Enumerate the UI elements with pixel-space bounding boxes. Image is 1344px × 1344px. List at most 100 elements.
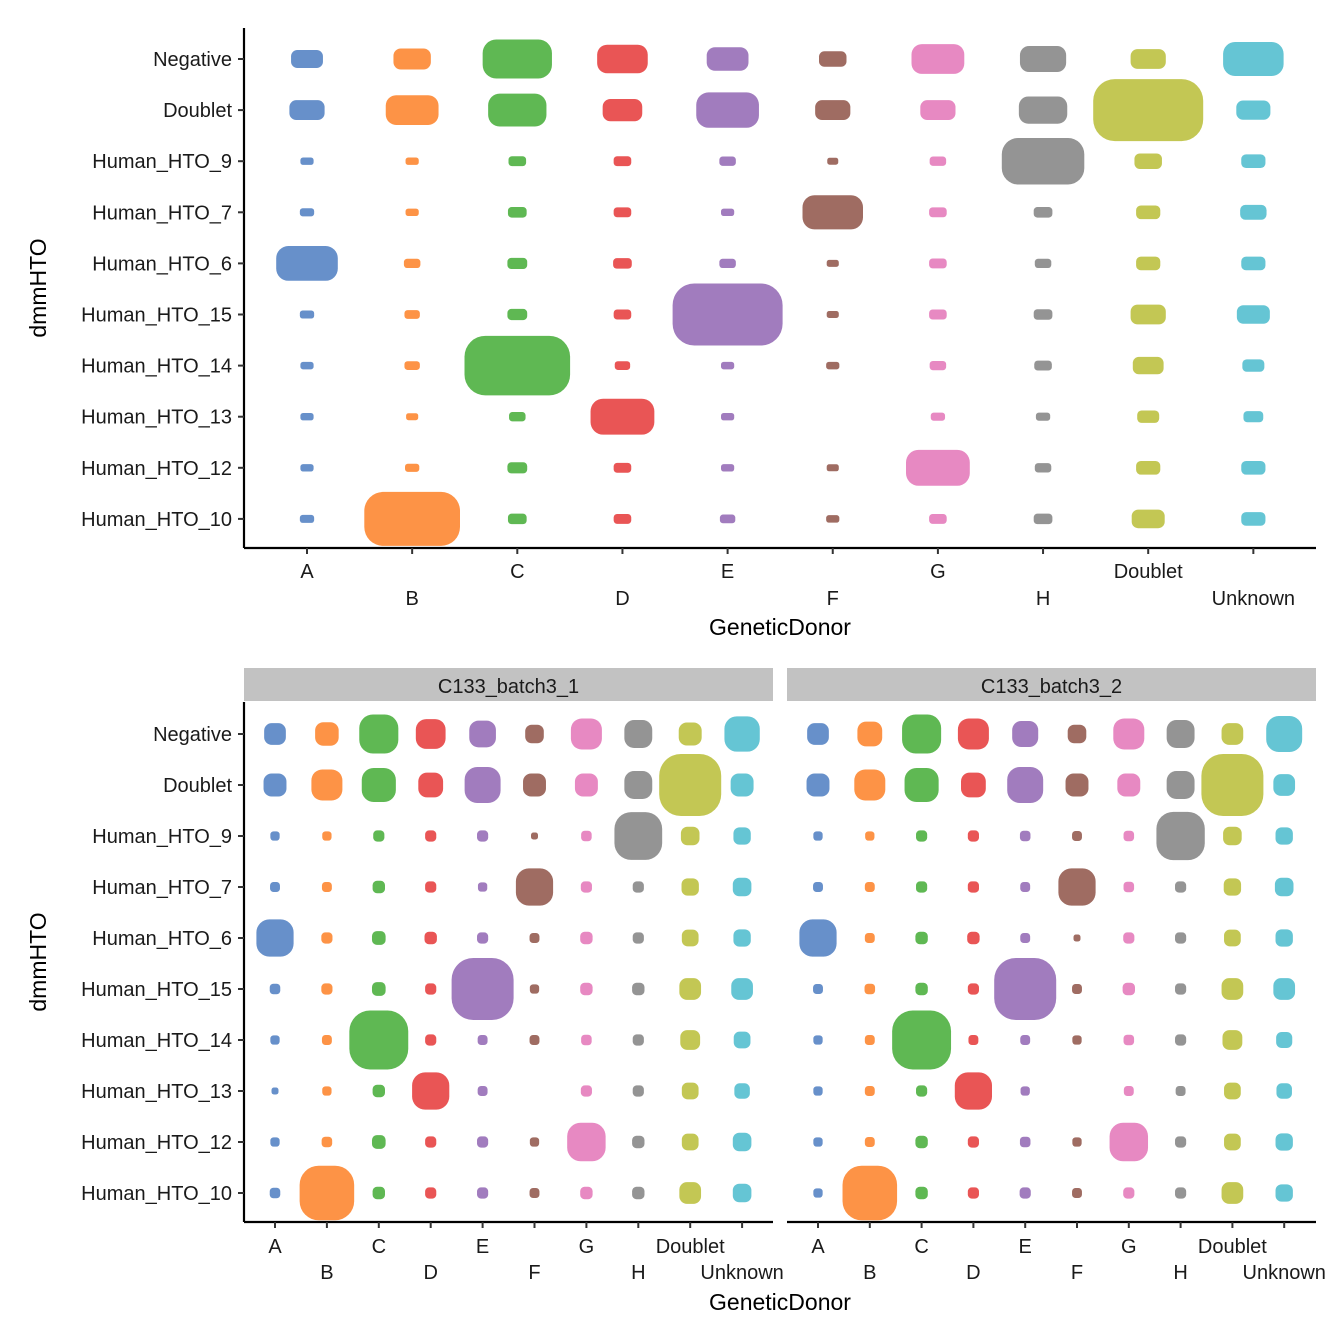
facet-strip-label: C133_batch3_2	[981, 676, 1122, 698]
point-cluster-Human_HTO_12-G	[1109, 1122, 1149, 1162]
point-cluster-Human_HTO_12-Doublet	[1224, 1133, 1241, 1151]
point-cluster-Human_HTO_14-Doublet	[1222, 1030, 1243, 1050]
point-cluster-Human_HTO_13-D	[954, 1072, 992, 1110]
x-tick-label: D	[615, 588, 629, 610]
point-cluster-Negative-D	[415, 719, 446, 749]
point-cluster-Human_HTO_6-Doublet	[1224, 929, 1241, 947]
x-tick-label: F	[528, 1262, 540, 1284]
point-cluster-Human_HTO_10-H	[632, 1186, 645, 1200]
y-tick-label: Human_HTO_13	[81, 407, 232, 429]
point-cluster-Human_HTO_9-D	[425, 830, 437, 842]
point-cluster-Human_HTO_6-C	[915, 931, 928, 945]
x-tick-label: H	[1173, 1262, 1187, 1284]
x-tick-label: Unknown	[1212, 588, 1295, 610]
point-cluster-Human_HTO_7-D	[613, 207, 632, 218]
point-cluster-Human_HTO_15-E	[994, 958, 1057, 1020]
point-cluster-Doublet-G	[574, 773, 598, 797]
point-cluster-Human_HTO_15-Unknown	[1236, 305, 1270, 324]
point-cluster-Doublet-C	[904, 767, 939, 803]
point-cluster-Human_HTO_14-B	[321, 1035, 332, 1045]
point-cluster-Human_HTO_13-G	[1123, 1086, 1134, 1096]
point-cluster-Human_HTO_13-Unknown	[1243, 411, 1264, 423]
point-cluster-Negative-B	[393, 48, 431, 70]
point-cluster-Human_HTO_10-A	[269, 1187, 281, 1199]
panel-3: C133_batch3_2 A B C D E F G H Doublet Unknown	[787, 668, 1326, 1284]
point-cluster-Negative-C	[482, 39, 552, 79]
point-cluster-Human_HTO_15-Doublet	[679, 978, 702, 1000]
point-cluster-Doublet-H	[1018, 96, 1068, 124]
point-cluster-Human_HTO_10-E	[719, 514, 736, 524]
point-cluster-Doublet-D	[602, 98, 643, 122]
point-cluster-Human_HTO_15-E	[672, 283, 783, 346]
y-tick-label: Human_HTO_7	[92, 877, 232, 899]
point-cluster-Human_HTO_12-G	[906, 449, 970, 486]
point-cluster-Human_HTO_9-Unknown	[1275, 827, 1293, 845]
point-cluster-Negative-Unknown	[1223, 41, 1284, 77]
point-cluster-Human_HTO_12-C	[507, 462, 528, 474]
point-cluster-Human_HTO_13-B	[864, 1086, 875, 1096]
point-cluster-Human_HTO_13-D	[590, 398, 655, 435]
point-cluster-Human_HTO_15-Doublet	[1221, 978, 1244, 1000]
x-tick-label: F	[827, 588, 839, 610]
point-cluster-Human_HTO_6-B	[321, 932, 333, 944]
point-cluster-Human_HTO_7-G	[1123, 881, 1135, 893]
point-cluster-Doublet-F	[523, 773, 546, 797]
point-cluster-Human_HTO_15-D	[967, 983, 979, 995]
point-cluster-Human_HTO_7-F	[515, 868, 554, 906]
y-tick-label: Human_HTO_12	[81, 458, 232, 480]
point-cluster-Human_HTO_14-H	[1034, 360, 1052, 371]
point-cluster-Human_HTO_12-F	[826, 464, 839, 472]
point-cluster-Human_HTO_14-H	[1175, 1034, 1187, 1046]
point-cluster-Human_HTO_7-E	[1020, 882, 1031, 892]
point-cluster-Doublet-F	[815, 100, 851, 121]
point-cluster-Human_HTO_10-H	[1175, 1187, 1187, 1199]
point-cluster-Human_HTO_10-Doublet	[1221, 1182, 1244, 1204]
point-cluster-Human_HTO_6-H	[1034, 258, 1052, 269]
point-cluster-Doublet-C	[488, 93, 547, 127]
point-cluster-Human_HTO_12-B	[864, 1137, 875, 1147]
point-cluster-Negative-G	[1113, 718, 1145, 750]
point-cluster-Negative-D	[957, 718, 989, 750]
point-cluster-Negative-H	[1166, 720, 1195, 748]
point-cluster-Human_HTO_15-H	[1175, 983, 1187, 995]
point-cluster-Human_HTO_6-A	[256, 919, 294, 957]
point-cluster-Human_HTO_10-G	[580, 1186, 593, 1200]
point-cluster-Negative-B	[857, 721, 883, 747]
point-cluster-Human_HTO_10-D	[613, 513, 632, 524]
point-cluster-Human_HTO_12-H	[632, 1135, 645, 1149]
x-tick-label: B	[863, 1262, 876, 1284]
point-cluster-Negative-Doublet	[678, 722, 702, 746]
point-cluster-Doublet-Unknown	[730, 773, 754, 797]
facet-strip	[787, 668, 1316, 701]
point-cluster-Human_HTO_9-D	[613, 156, 632, 167]
point-cluster-Human_HTO_14-G	[929, 360, 947, 371]
y-tick-label: Human_HTO_15	[81, 305, 232, 327]
y-tick-label: Human_HTO_13	[81, 1081, 232, 1103]
point-cluster-Negative-G	[570, 718, 602, 750]
point-cluster-Human_HTO_9-G	[929, 156, 947, 166]
point-cluster-Negative-Doublet	[1130, 49, 1166, 69]
point-cluster-Human_HTO_14-H	[632, 1034, 644, 1046]
point-cluster-Human_HTO_12-E	[1019, 1136, 1031, 1148]
point-cluster-Human_HTO_6-F	[529, 933, 540, 943]
point-cluster-Human_HTO_14-G	[581, 1034, 592, 1046]
point-cluster-Negative-H	[1019, 45, 1067, 73]
point-cluster-Human_HTO_15-F	[826, 311, 839, 318]
point-cluster-Human_HTO_13-A	[813, 1086, 823, 1096]
point-cluster-Doublet-H	[624, 771, 653, 799]
point-cluster-Human_HTO_10-G	[1123, 1187, 1135, 1199]
point-cluster-Human_HTO_13-B	[406, 413, 419, 421]
point-cluster-Human_HTO_14-D	[614, 361, 631, 370]
x-tick-label: D	[423, 1262, 437, 1284]
point-cluster-Doublet-H	[1166, 771, 1195, 799]
point-cluster-Human_HTO_13-B	[322, 1086, 332, 1096]
point-cluster-Human_HTO_9-E	[477, 830, 489, 842]
point-cluster-Human_HTO_15-G	[580, 982, 593, 996]
point-cluster-Human_HTO_7-D	[425, 881, 437, 893]
point-cluster-Human_HTO_6-Unknown	[1241, 256, 1266, 271]
point-cluster-Human_HTO_12-C	[915, 1135, 928, 1149]
point-cluster-Human_HTO_15-A	[299, 310, 315, 319]
point-cluster-Human_HTO_12-E	[477, 1136, 489, 1148]
point-cluster-Human_HTO_14-Unknown	[1276, 1031, 1293, 1049]
point-cluster-Doublet-B	[854, 769, 886, 801]
